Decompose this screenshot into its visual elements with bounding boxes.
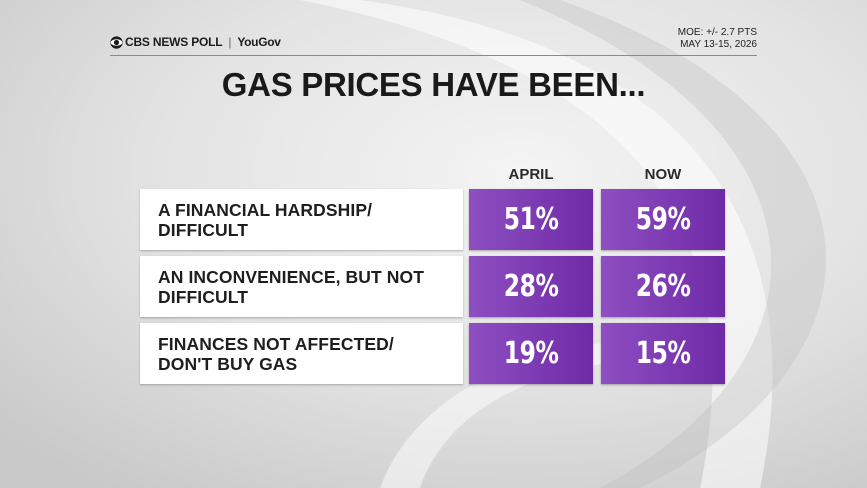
data-label: 19% (503, 336, 559, 371)
row-label: FINANCES NOT AFFECTED/ DON'T BUY GAS (158, 333, 394, 374)
data-label: 15% (635, 336, 691, 371)
value-cell: 15% (601, 323, 725, 384)
brand-name: CBS NEWS POLL (125, 35, 223, 49)
row-label-box: FINANCES NOT AFFECTED/ DON'T BUY GAS (140, 323, 463, 384)
cbs-eye-icon (110, 35, 123, 49)
column-header-now: NOW (644, 166, 682, 183)
column-header-april: APRIL (508, 166, 554, 183)
margin-of-error: MOE: +/- 2.7 PTS (677, 27, 757, 38)
cbs-news-poll-logo: CBS NEWS POLL | YouGov (110, 34, 281, 50)
value-cell: 59% (601, 189, 725, 250)
data-label: 26% (635, 269, 691, 304)
poll-meta: MOE: +/- 2.7 PTS MAY 13-15, 2026 (678, 27, 757, 51)
partner-name: YouGov (237, 35, 281, 49)
row-label: A FINANCIAL HARDSHIP/ DIFFICULT (158, 199, 373, 240)
chart-title: GAS PRICES HAVE BEEN... (221, 66, 646, 103)
brand-separator: | (228, 35, 232, 49)
poll-dates: MAY 13-15, 2026 (680, 39, 757, 50)
value-cell: 19% (469, 323, 593, 384)
row-label-box: A FINANCIAL HARDSHIP/ DIFFICULT (140, 189, 463, 250)
data-label: 28% (503, 269, 559, 304)
header-rule (110, 55, 757, 56)
value-cell: 51% (469, 189, 593, 250)
value-cell: 28% (469, 256, 593, 317)
value-cell: 26% (601, 256, 725, 317)
data-label: 51% (503, 202, 559, 237)
data-label: 59% (635, 202, 691, 237)
row-label-box: AN INCONVENIENCE, BUT NOT DIFFICULT (140, 256, 463, 317)
row-label: AN INCONVENIENCE, BUT NOT DIFFICULT (158, 266, 424, 307)
